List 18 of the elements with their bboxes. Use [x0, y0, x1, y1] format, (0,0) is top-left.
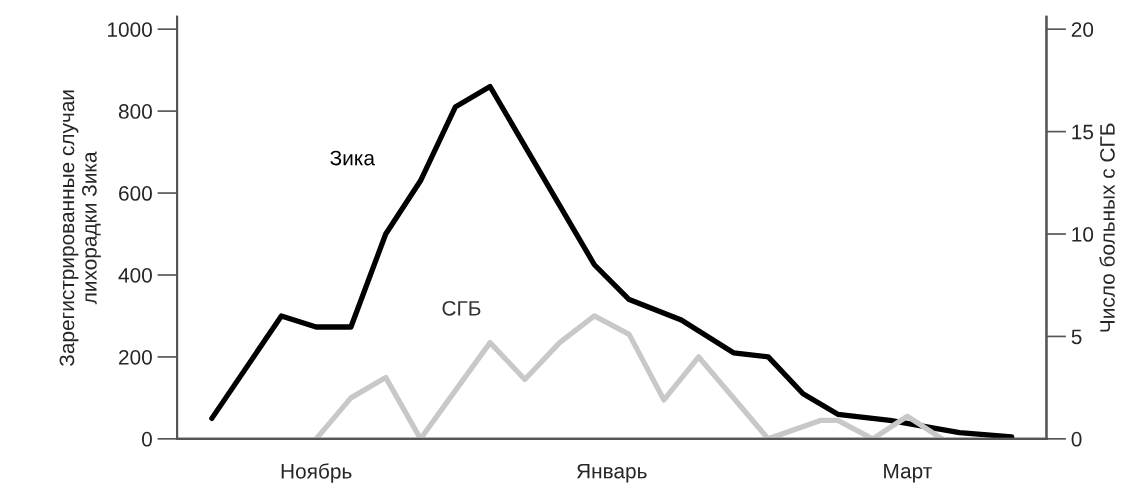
y2-tick-label: 0 — [1071, 431, 1082, 447]
y2-axis-title: Число больных с СГБ — [1099, 123, 1115, 332]
y-tick-label: 0 — [141, 431, 152, 447]
y-axis-title: Зарегистрированные случаи лихорадки Зика — [59, 90, 101, 367]
y2-tick-label: 15 — [1072, 124, 1094, 140]
text: Зика — [330, 150, 375, 166]
y2-tick-label: 20 — [1071, 22, 1094, 37]
y-tick-label: 200 — [119, 349, 152, 365]
y-tick-label: 400 — [118, 267, 152, 283]
x-tick-label: Ноябрь — [281, 463, 352, 483]
y-tick-label: 600 — [119, 186, 152, 201]
y2-tick-label: 5 — [1071, 329, 1082, 345]
y2-tick-label: 10 — [1072, 227, 1094, 242]
x-tick-label: Март — [884, 463, 932, 483]
x-tick-label: Январь — [577, 463, 647, 483]
series-label: СГБ — [442, 300, 481, 316]
y-tick-label: 800 — [118, 104, 152, 119]
y-tick-label: 1000 — [108, 22, 152, 37]
